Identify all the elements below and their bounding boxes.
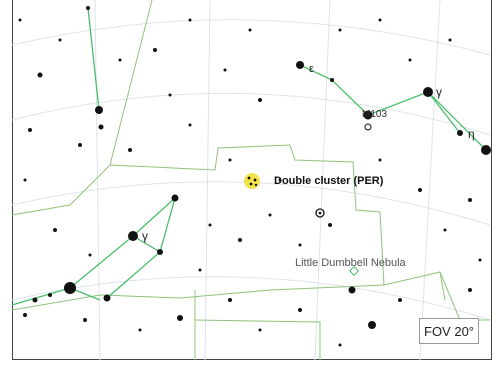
star-label-gamma-cas: γ xyxy=(436,85,442,99)
star-icon xyxy=(278,178,282,182)
star-icon xyxy=(338,28,342,32)
constellation-lines xyxy=(11,7,487,306)
star-icon xyxy=(443,228,447,232)
star-icon xyxy=(418,188,422,192)
star-icon xyxy=(348,286,356,294)
star-icon xyxy=(268,213,272,217)
star-icon xyxy=(198,268,202,272)
star-icon xyxy=(18,18,22,22)
star-icon xyxy=(118,58,122,62)
star-icon xyxy=(423,87,433,97)
star-icon xyxy=(23,313,27,317)
star-icon xyxy=(298,243,302,247)
star-icon xyxy=(188,123,192,127)
target-cluster-icon[interactable] xyxy=(244,173,260,189)
star-icon xyxy=(88,253,92,257)
star-icon xyxy=(468,288,472,292)
galaxy-marker-icon[interactable] xyxy=(315,208,325,218)
m103-label: M103 xyxy=(362,109,387,120)
star-icon xyxy=(368,321,376,329)
star-icon xyxy=(398,298,402,302)
constellation-boundaries xyxy=(11,0,490,360)
star-icon xyxy=(298,308,302,312)
fov-indicator: FOV 20° xyxy=(419,318,479,344)
star-icon xyxy=(468,198,472,202)
star-icon xyxy=(478,258,482,262)
star-icon xyxy=(228,298,232,302)
star-icon xyxy=(64,282,76,294)
coordinate-grid xyxy=(11,0,491,361)
star-icon xyxy=(103,294,111,302)
star-icon xyxy=(338,343,342,347)
star-icon xyxy=(330,78,334,82)
star-icon xyxy=(95,106,103,114)
star-field xyxy=(18,6,491,347)
star-icon xyxy=(228,158,232,162)
cluster-m103-marker[interactable] xyxy=(364,123,372,131)
star-icon xyxy=(238,238,242,242)
star-icon xyxy=(28,128,32,132)
star-icon xyxy=(408,58,412,62)
star-icon xyxy=(223,68,227,72)
star-icon xyxy=(328,223,332,227)
star-icon xyxy=(448,38,452,42)
star-icon xyxy=(86,6,90,10)
star-icon xyxy=(53,228,57,232)
star-icon xyxy=(168,93,172,97)
star-icon xyxy=(128,148,132,152)
star-label-eta: η xyxy=(468,127,475,141)
star-icon xyxy=(481,145,491,155)
star-label-epsilon: ε xyxy=(309,63,314,75)
star-icon xyxy=(58,38,62,42)
star-icon xyxy=(258,328,262,332)
map-frame-left xyxy=(12,0,13,360)
star-icon xyxy=(32,297,38,303)
star-icon xyxy=(378,158,382,162)
star-icon xyxy=(378,18,382,22)
star-icon xyxy=(363,110,373,120)
star-icon xyxy=(23,178,27,182)
star-icon xyxy=(48,293,52,297)
star-icon xyxy=(457,130,463,136)
map-frame-bottom xyxy=(12,359,492,360)
target-label: Double cluster (PER) xyxy=(274,175,384,187)
star-icon xyxy=(78,143,82,147)
star-icon xyxy=(208,223,212,227)
nebula-label: Little Dumbbell Nebula xyxy=(295,257,407,269)
star-icon xyxy=(37,72,43,78)
star-icon xyxy=(188,18,192,22)
map-frame-right xyxy=(491,0,492,360)
star-icon xyxy=(83,318,87,322)
star-icon xyxy=(296,61,304,69)
star-icon xyxy=(171,194,179,202)
star-icon xyxy=(138,328,142,332)
star-icon xyxy=(128,231,138,241)
star-icon xyxy=(98,124,104,130)
star-icon xyxy=(258,98,262,102)
star-icon xyxy=(153,48,157,52)
star-icon xyxy=(177,315,183,321)
star-label-gamma-per: γ xyxy=(142,229,148,243)
star-icon xyxy=(157,249,163,255)
nebula-marker-icon[interactable] xyxy=(349,266,359,276)
star-icon xyxy=(248,28,252,32)
